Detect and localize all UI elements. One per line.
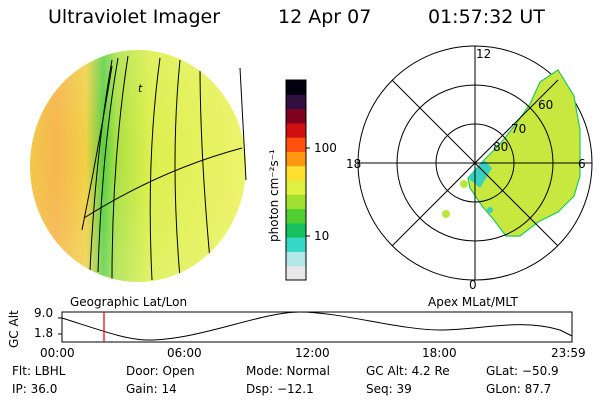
colorbar bbox=[286, 80, 306, 281]
time-tick-1800: 18:00 bbox=[422, 346, 457, 360]
colorbar-frame bbox=[285, 79, 307, 281]
geographic-earth-image bbox=[30, 50, 247, 282]
colorbar-band bbox=[286, 208, 306, 224]
observation-date: 12 Apr 07 bbox=[278, 6, 372, 28]
filter-value: Flt: LBHL bbox=[12, 364, 66, 378]
mlt-label-18: 18 bbox=[346, 157, 362, 171]
lat-lon-grid bbox=[81, 55, 243, 281]
terminator-line bbox=[239, 67, 247, 181]
time-tick-0000: 00:00 bbox=[40, 346, 75, 360]
auroral-spot bbox=[460, 180, 468, 188]
time-tick-2359: 23:59 bbox=[551, 346, 586, 360]
colorbar-band bbox=[286, 237, 306, 252]
colorbar-band bbox=[286, 222, 306, 238]
colorbar-band bbox=[286, 251, 306, 267]
mlt-label-0: 0 bbox=[469, 278, 477, 292]
altitude-axis-title: GC Alt bbox=[7, 310, 21, 348]
seq-value: Seq: 39 bbox=[366, 382, 412, 396]
gc-alt-value: GC Alt: 4.2 Re bbox=[366, 364, 450, 378]
glon-value: GLon: 87.7 bbox=[486, 382, 552, 396]
altitude-strip-frame bbox=[61, 311, 573, 343]
colorbar-label-100: 100 bbox=[314, 141, 337, 155]
instrument-title: Ultraviolet Imager bbox=[48, 6, 221, 28]
colorbar-band bbox=[286, 151, 306, 167]
colorbar-band bbox=[286, 94, 306, 110]
mode-value: Mode: Normal bbox=[246, 364, 330, 378]
auroral-spot bbox=[442, 210, 450, 218]
mlat-label-60: 60 bbox=[538, 98, 554, 112]
colorbar-band bbox=[286, 108, 306, 124]
dsp-value: Dsp: −12.1 bbox=[246, 382, 314, 396]
mlt-label-6: 6 bbox=[578, 157, 586, 171]
altitude-min-label: 1.8 bbox=[34, 326, 54, 340]
glat-value: GLat: −50.9 bbox=[486, 364, 559, 378]
auroral-cusp bbox=[468, 160, 492, 188]
geographic-caption: Geographic Lat/Lon bbox=[70, 295, 188, 309]
colorbar-band bbox=[286, 165, 306, 181]
time-tick-1200: 12:00 bbox=[295, 346, 330, 360]
time-tick-0600: 06:00 bbox=[167, 346, 202, 360]
door-value: Door: Open bbox=[126, 364, 195, 378]
mlat-label-80: 80 bbox=[493, 140, 509, 154]
colorbar-band bbox=[286, 122, 306, 138]
colorbar-band bbox=[286, 137, 306, 152]
colorbar-band bbox=[286, 180, 306, 195]
auroral-oval bbox=[467, 69, 581, 237]
colorbar-band bbox=[286, 194, 306, 210]
apex-caption: Apex MLat/MLT bbox=[428, 295, 518, 309]
track-label: t bbox=[138, 82, 143, 95]
colorbar-unit-label: photon cm⁻²s⁻¹ bbox=[267, 149, 281, 242]
ip-value: IP: 36.0 bbox=[12, 382, 58, 396]
altitude-curve bbox=[61, 311, 573, 341]
colorbar-band bbox=[286, 265, 306, 281]
mlat-label-70: 70 bbox=[511, 122, 527, 136]
observation-time: 01:57:32 UT bbox=[428, 6, 545, 28]
altitude-max-label: 9.0 bbox=[34, 306, 54, 320]
colorbar-label-10: 10 bbox=[314, 229, 329, 243]
colorbar-band bbox=[286, 80, 306, 95]
gain-value: Gain: 14 bbox=[126, 382, 177, 396]
apex-polar-plot bbox=[357, 45, 593, 281]
mlt-label-12: 12 bbox=[476, 47, 492, 61]
auroral-spot bbox=[487, 207, 493, 213]
